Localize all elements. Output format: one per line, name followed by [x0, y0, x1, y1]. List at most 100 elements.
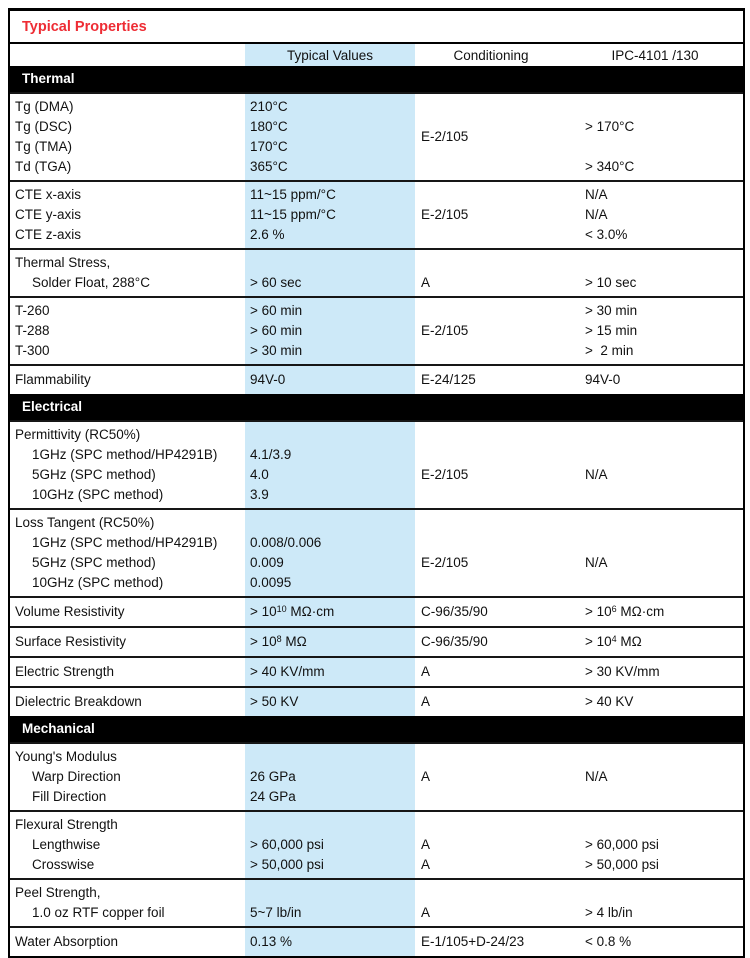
property-label: Permittivity (RC50%): [15, 427, 141, 442]
ipc-value: [567, 513, 743, 533]
column-header-typical-values: Typical Values: [245, 44, 415, 66]
typical-value: [245, 513, 415, 533]
property-group: Flexural Strength Lengthwise Crosswise > 60…: [10, 810, 743, 878]
property-group: Thermal Stress, Solder Float, 288°C > 60 s…: [10, 248, 743, 296]
ipc-value: N/A: [585, 207, 608, 222]
typical-values-column-cell: 4.1/3.9 4.0 3.9: [245, 422, 415, 508]
typical-values-column-cell: 94V-0: [245, 366, 415, 394]
property-label: 10GHz (SPC method): [32, 575, 164, 590]
ipc-column-cell: > 4 lb/in: [567, 880, 743, 926]
conditioning-value: [415, 425, 567, 445]
typical-value: [245, 815, 415, 835]
typical-value: 4.1/3.9: [250, 447, 292, 462]
property-column-cell: Flammability: [10, 366, 245, 394]
ipc-value: [567, 533, 743, 553]
ipc-value: < 0.8 %: [585, 934, 632, 949]
typical-value: > 50 KV: [250, 694, 299, 709]
ipc-value: N/A: [585, 467, 608, 482]
conditioning-column-cell: E-24/125: [415, 366, 567, 394]
ipc-value: > 10 sec: [585, 275, 637, 290]
conditioning-value: E-2/105: [421, 323, 469, 338]
typical-value: [245, 253, 415, 273]
typical-value: > 40 KV/mm: [250, 664, 325, 679]
typical-value: > 1010 MΩ·cm: [250, 604, 335, 619]
ipc-value: [567, 485, 743, 505]
conditioning-column-cell: E-2/105: [415, 182, 567, 248]
property-label: Warp Direction: [32, 769, 121, 784]
ipc-value: > 106 MΩ·cm: [585, 604, 665, 619]
typical-value: [245, 747, 415, 767]
typical-value: 26 GPa: [250, 769, 296, 784]
typical-values-column-cell: > 1010 MΩ·cm: [245, 598, 415, 626]
typical-value: 365°C: [250, 159, 288, 174]
ipc-column-cell: > 60,000 psi > 50,000 psi: [567, 812, 743, 878]
typical-value: 4.0: [250, 467, 269, 482]
column-header-row: Typical Values Conditioning IPC-4101 /13…: [10, 44, 743, 66]
typical-value: [245, 425, 415, 445]
conditioning-value: C-96/35/90: [421, 634, 488, 649]
ipc-column-cell: > 104 MΩ: [567, 628, 743, 656]
property-group: Flammability 94V-0 E-24/125 94V-0: [10, 364, 743, 394]
conditioning-column-cell: C-96/35/90: [415, 598, 567, 626]
typical-values-column-cell: 210°C 180°C 170°C 365°C: [245, 94, 415, 180]
ipc-value: > 340°C: [585, 159, 635, 174]
ipc-value: N/A: [585, 555, 608, 570]
conditioning-value: [415, 815, 567, 835]
ipc-value: > 60,000 psi: [585, 837, 659, 852]
conditioning-value: A: [421, 905, 431, 920]
conditioning-value: A: [421, 857, 431, 872]
ipc-column-cell: < 0.8 %: [567, 928, 743, 956]
typical-values-column-cell: 11~15 ppm/°C 11~15 ppm/°C 2.6 %: [245, 182, 415, 248]
ipc-value: [567, 137, 743, 157]
typical-value: > 60 min: [250, 303, 303, 318]
typical-value: > 60,000 psi: [250, 837, 324, 852]
ipc-value: > 50,000 psi: [585, 857, 659, 872]
property-group: Tg (DMA) Tg (DSC) Tg (TMA) Td (TGA) 210°C 180…: [10, 92, 743, 180]
property-label: Electric Strength: [15, 664, 115, 679]
property-group: CTE x-axis CTE y-axis CTE z-axis 11~15 ppm/…: [10, 180, 743, 248]
conditioning-value: E-2/105: [421, 467, 469, 482]
property-group: Water Absorption 0.13 % E-1/105+D-24/23 < 0…: [10, 926, 743, 956]
column-header-ipc: IPC-4101 /130: [611, 48, 699, 63]
conditioning-value: [415, 533, 567, 553]
conditioning-value: [415, 445, 567, 465]
ipc-column-cell: > 40 KV: [567, 688, 743, 716]
property-column-cell: Permittivity (RC50%) 1GHz (SPC method/HP4…: [10, 422, 245, 508]
ipc-value: > 30 min: [585, 303, 638, 318]
property-group: T-260 T-288 T-300 > 60 min > 60 min > 30 min E…: [10, 296, 743, 364]
property-label: 1GHz (SPC method/HP4291B): [32, 447, 218, 462]
ipc-column-cell: > 170°C > 340°C: [567, 94, 743, 180]
property-label: Young's Modulus: [15, 749, 117, 764]
conditioning-column-cell: A: [415, 880, 567, 926]
typical-values-column-cell: 5~7 lb/in: [245, 880, 415, 926]
property-column-cell: Tg (DMA) Tg (DSC) Tg (TMA) Td (TGA): [10, 94, 245, 180]
property-column-cell: Dielectric Breakdown: [10, 688, 245, 716]
property-group: Volume Resistivity > 1010 MΩ·cm C-96/35/90…: [10, 596, 743, 626]
typical-values-column-cell: 26 GPa 24 GPa: [245, 744, 415, 810]
typical-value: [245, 883, 415, 903]
ipc-value: N/A: [585, 769, 608, 784]
property-label: Tg (DMA): [15, 99, 74, 114]
ipc-value: [567, 815, 743, 835]
property-label: CTE y-axis: [15, 207, 82, 222]
property-label: T-300: [15, 343, 50, 358]
conditioning-value: A: [421, 275, 431, 290]
property-label: CTE x-axis: [15, 187, 82, 202]
table-body: Thermal Tg (DMA) Tg (DSC) Tg (TMA) Td (TGA) 2…: [10, 66, 743, 956]
property-label: Tg (TMA): [15, 139, 72, 154]
conditioning-value: E-2/105: [421, 207, 469, 222]
property-column-cell: Flexural Strength Lengthwise Crosswise: [10, 812, 245, 878]
ipc-column-cell: > 106 MΩ·cm: [567, 598, 743, 626]
property-label: Td (TGA): [15, 159, 72, 174]
property-column-cell: Surface Resistivity: [10, 628, 245, 656]
conditioning-value: A: [421, 694, 431, 709]
ipc-value: [567, 883, 743, 903]
conditioning-column-cell: E-2/105: [415, 510, 567, 596]
property-label: Flammability: [15, 372, 91, 387]
typical-value: 3.9: [250, 487, 269, 502]
property-label: Loss Tangent (RC50%): [15, 515, 155, 530]
property-label: Solder Float, 288°C: [32, 275, 150, 290]
typical-value: 0.0095: [250, 575, 292, 590]
property-group: Surface Resistivity > 108 MΩ C-96/35/90 > 1…: [10, 626, 743, 656]
